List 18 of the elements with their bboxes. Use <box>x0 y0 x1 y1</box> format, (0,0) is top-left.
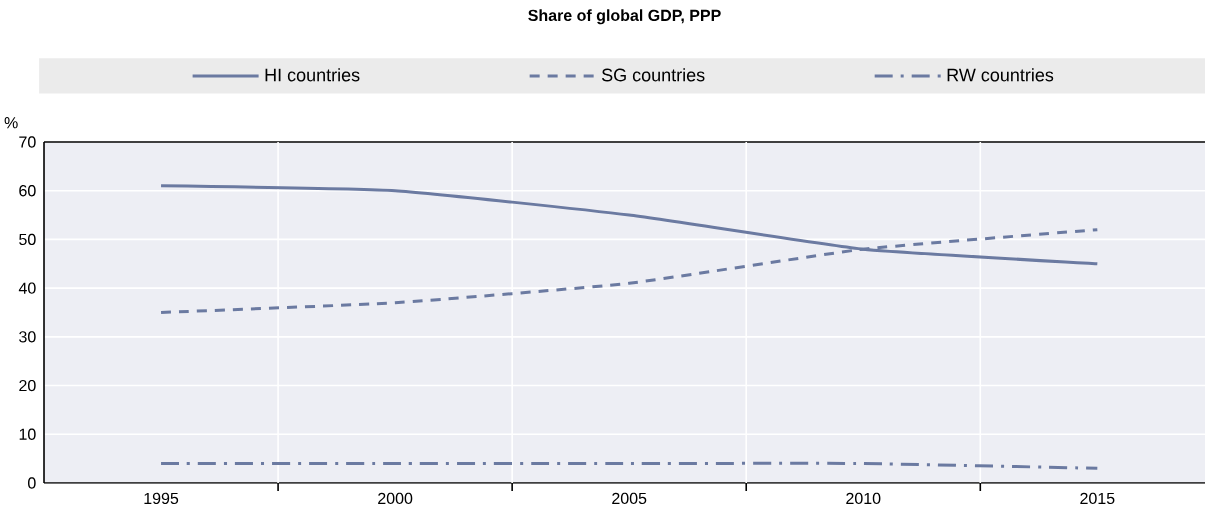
y-tick-label: 30 <box>19 331 36 343</box>
y-tick-label: 40 <box>18 282 36 294</box>
y-tick-label: 10 <box>19 428 36 440</box>
x-tick-label: 2000 <box>378 492 413 505</box>
x-tick-label: 2010 <box>846 492 881 505</box>
x-tick-label: 2005 <box>612 492 647 505</box>
y-tick-label: 20 <box>19 379 36 392</box>
x-tick-label: 1995 <box>144 492 179 505</box>
y-tick-label: 0 <box>28 477 36 489</box>
legend-label: SG countries <box>601 68 705 82</box>
y-tick-label: 60 <box>19 185 36 197</box>
legend-label: RW countries <box>947 68 1054 82</box>
x-tick-label: 2015 <box>1080 492 1115 505</box>
chart-title: Share of global GDP, PPP <box>528 9 721 25</box>
y-tick-label: 70 <box>19 136 36 148</box>
y-axis-title: % <box>4 117 18 129</box>
y-tick-label: 50 <box>19 233 36 246</box>
legend-label: HI countries <box>265 68 360 82</box>
